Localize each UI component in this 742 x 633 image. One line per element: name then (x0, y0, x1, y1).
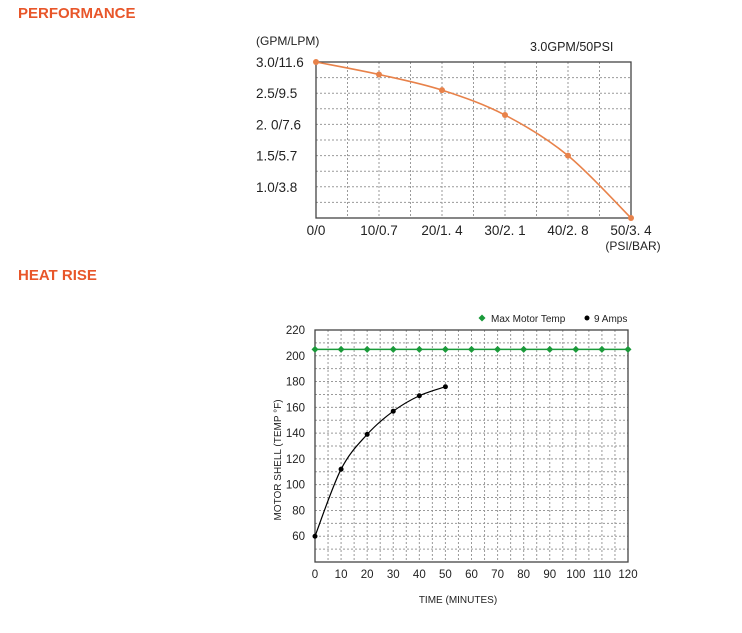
heat-y-axis-label: MOTOR SHELL (TEMP °F) (273, 399, 284, 520)
heat-9amps-point (442, 384, 448, 390)
perf-y-tick-label: 2. 0/7.6 (256, 117, 301, 132)
performance-title: PERFORMANCE (18, 5, 136, 22)
perf-y-tick-label: 2.5/9.5 (256, 86, 297, 101)
perf-data-point (439, 87, 445, 94)
heat-x-tick-label: 70 (491, 569, 504, 581)
heat-9amps-point (390, 408, 396, 414)
heat-x-tick-label: 90 (543, 569, 556, 581)
heat-max-temp-point (572, 345, 580, 353)
perf-x-axis-label: (PSI/BAR) (605, 239, 660, 253)
perf-data-point (313, 59, 319, 65)
perf-annotation: 3.0GPM/50PSI (530, 40, 613, 54)
heat-9amps-point (338, 466, 344, 472)
heat-max-temp-point (415, 345, 423, 353)
perf-x-tick-label: 40/2. 8 (547, 223, 588, 238)
heat-9amps-line (314, 386, 446, 537)
heat-x-tick-label: 110 (593, 569, 611, 581)
perf-data-point (565, 152, 571, 159)
heat-x-tick-label: 50 (439, 569, 452, 581)
heat-max-temp-point (337, 345, 345, 353)
perf-data-point (628, 215, 634, 221)
perf-x-tick-label: 0/0 (307, 223, 326, 238)
legend-max-temp-label: Max Motor Temp (491, 314, 566, 325)
heat-max-temp-point (389, 345, 397, 353)
perf-y-tick-label: 1.0/3.8 (256, 180, 297, 195)
heat-y-tick-label: 100 (286, 480, 305, 492)
perf-data-point (502, 112, 508, 119)
heat-x-tick-label: 60 (465, 569, 478, 581)
perf-x-tick-label: 50/3. 4 (610, 223, 652, 238)
heat-y-tick-label: 80 (292, 505, 305, 517)
heat-max-temp-point (494, 345, 502, 353)
heat-9amps-point (364, 431, 370, 437)
heat-9amps-point (312, 533, 318, 539)
heat-y-tick-label: 180 (286, 377, 305, 389)
heat-max-temp-point (441, 345, 449, 353)
legend-9amps-marker (584, 315, 590, 321)
perf-series-line (315, 61, 632, 219)
perf-x-tick-label: 10/0.7 (360, 223, 398, 238)
heat-max-temp-point (311, 345, 319, 353)
heat-x-tick-label: 0 (312, 569, 318, 581)
perf-y-tick-label: 1.5/5.7 (256, 149, 297, 164)
perf-y-tick-label: 3.0/11.6 (256, 55, 304, 70)
perf-y-axis-label: (GPM/LPM) (256, 34, 319, 48)
heat-x-tick-label: 120 (618, 569, 637, 581)
heat-x-axis-label: TIME (MINUTES) (419, 595, 497, 606)
heat-rise-title: HEAT RISE (18, 267, 97, 284)
legend-9amps-label: 9 Amps (594, 314, 627, 325)
perf-data-point (376, 71, 382, 78)
heat-y-tick-label: 160 (286, 402, 305, 414)
heat-x-tick-label: 10 (335, 569, 348, 581)
heat-x-tick-label: 80 (517, 569, 530, 581)
heat-max-temp-point (520, 345, 528, 353)
heat-max-temp-point (624, 345, 632, 353)
heat-x-tick-label: 30 (387, 569, 400, 581)
heat-max-temp-point (546, 345, 554, 353)
heat-plot-frame (314, 329, 629, 563)
heat-y-tick-label: 120 (286, 454, 305, 466)
heat-max-temp-point (468, 345, 475, 353)
perf-plot-frame (315, 61, 632, 219)
heat-x-tick-label: 100 (566, 569, 585, 581)
heat-x-tick-label: 40 (413, 569, 426, 581)
heat-y-tick-label: 140 (286, 428, 305, 440)
heat-y-tick-label: 220 (286, 325, 305, 337)
heat-max-temp-point (598, 345, 606, 353)
heat-x-tick-label: 20 (361, 569, 374, 581)
legend-max-temp-marker (478, 314, 486, 322)
perf-x-tick-label: 20/1. 4 (421, 223, 463, 238)
heat-y-tick-label: 60 (292, 531, 305, 543)
perf-x-tick-label: 30/2. 1 (484, 223, 525, 238)
heat-y-tick-label: 200 (286, 351, 305, 363)
heat-9amps-point (416, 393, 422, 399)
heat-max-temp-point (363, 345, 371, 353)
